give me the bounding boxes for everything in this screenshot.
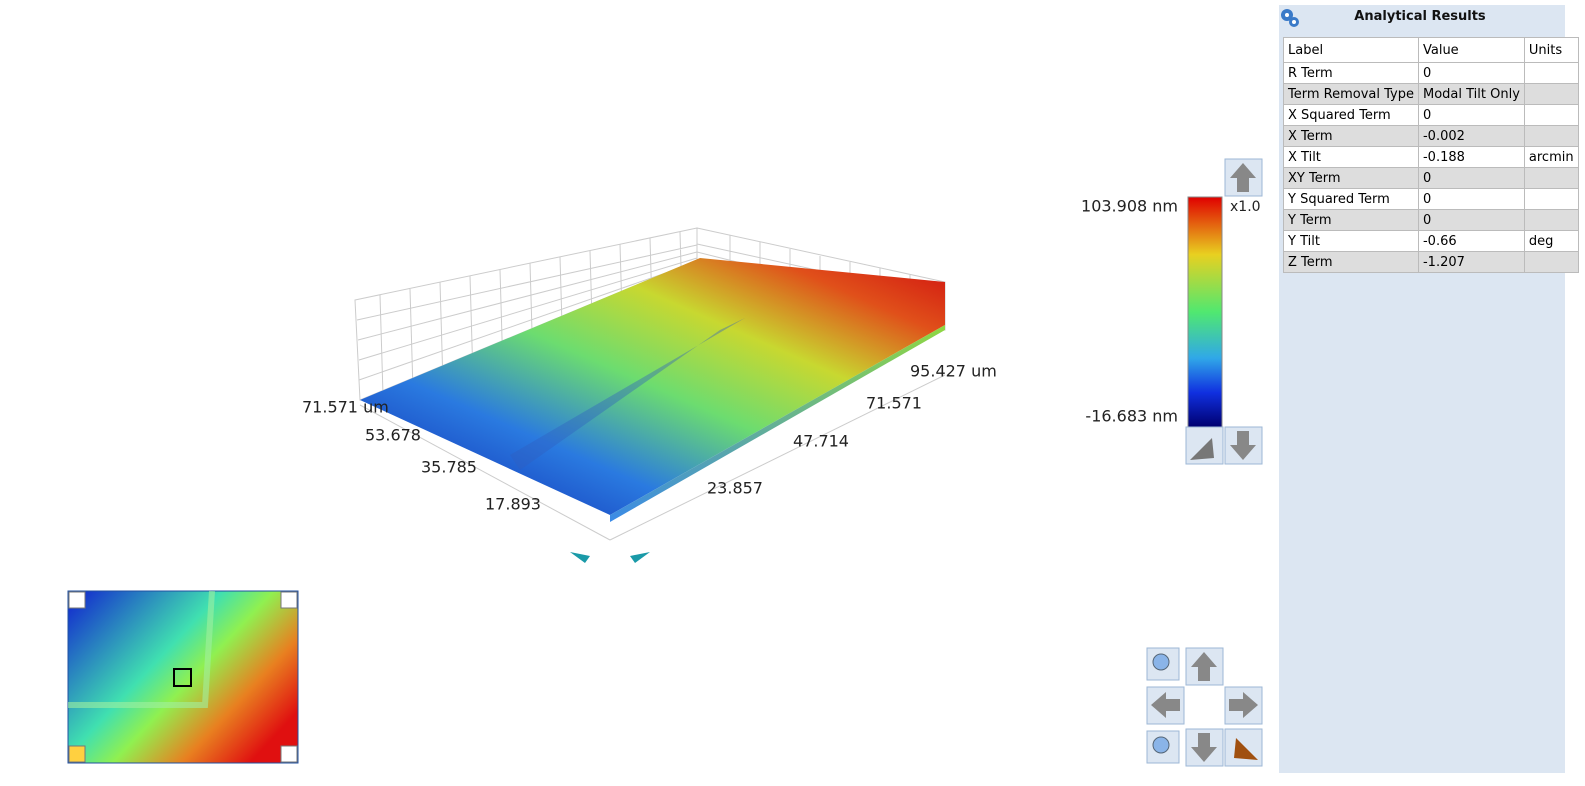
result-row: X Term -0.002 — [1283, 125, 1579, 147]
colorbar-scale: x1.0 — [1230, 199, 1261, 215]
cell — [1523, 188, 1579, 210]
cell: 0 — [1417, 104, 1525, 126]
cell — [1523, 83, 1579, 105]
result-row: X Tilt -0.188 arcmin — [1283, 146, 1579, 168]
minimap[interactable] — [67, 590, 299, 764]
column-header: Units — [1523, 37, 1579, 63]
colorbar-min: -16.683 nm — [1085, 407, 1178, 426]
results-panel: Analytical Results Label Value Units R Term… — [1279, 5, 1579, 773]
result-row: Z Term -1.207 — [1283, 251, 1579, 273]
cell — [1523, 167, 1579, 189]
cell: Y Squared Term — [1283, 188, 1419, 210]
result-row: R Term 0 — [1283, 62, 1579, 84]
surface — [360, 258, 945, 515]
nav-buttons[interactable] — [1146, 647, 1263, 767]
column-header: Label — [1283, 37, 1419, 63]
cell: Z Term — [1283, 251, 1419, 273]
light-icons[interactable] — [68, 591, 298, 763]
axis-label: 53.678 — [365, 426, 421, 445]
settings-button[interactable] — [1279, 7, 1301, 29]
cell: X Squared Term — [1283, 104, 1419, 126]
cell: 0 — [1417, 167, 1525, 189]
colorbar-buttons[interactable] — [1185, 158, 1263, 465]
colorbar — [1187, 196, 1223, 428]
rotate-handle[interactable] — [570, 552, 590, 563]
cell: Y Term — [1283, 209, 1419, 231]
rotate-handle[interactable] — [630, 552, 650, 563]
results-table: Label Value Units R Term 0 Term Removal Type M… — [1283, 37, 1579, 273]
result-row: XY Term 0 — [1283, 167, 1579, 189]
axis-label: 71.571 um — [302, 398, 389, 417]
result-row: Y Term 0 — [1283, 209, 1579, 231]
cell: -0.002 — [1417, 125, 1525, 147]
axis-label: 47.714 — [793, 432, 849, 451]
cell: X Term — [1283, 125, 1419, 147]
cell: -0.188 — [1417, 146, 1525, 168]
result-row: Y Tilt -0.66 deg — [1283, 230, 1579, 252]
axis-label: 17.893 — [485, 495, 541, 514]
cell — [1523, 125, 1579, 147]
cell: -1.207 — [1417, 251, 1525, 273]
cell: deg — [1523, 230, 1579, 252]
step-shadow — [510, 318, 745, 470]
result-row: Y Squared Term 0 — [1283, 188, 1579, 210]
cell — [1523, 62, 1579, 84]
axis-lines — [359, 374, 946, 541]
cell: Modal Tilt Only — [1417, 83, 1525, 105]
cell — [1523, 209, 1579, 231]
result-row: X Squared Term 0 — [1283, 104, 1579, 126]
cell: arcmin — [1523, 146, 1579, 168]
cell: XY Term — [1283, 167, 1419, 189]
result-row: Term Removal Type Modal Tilt Only — [1283, 83, 1579, 105]
minimap-step — [68, 590, 215, 708]
cell: Term Removal Type — [1283, 83, 1419, 105]
axis-label: 23.857 — [707, 479, 763, 498]
surface-side — [610, 325, 945, 522]
cell — [1523, 104, 1579, 126]
axis-label: 35.785 — [421, 458, 477, 477]
cell: 0 — [1417, 62, 1525, 84]
colorbar-max: 103.908 nm — [1081, 197, 1178, 216]
column-header: Value — [1417, 37, 1525, 63]
minimap-cursor[interactable] — [173, 668, 192, 687]
cell: R Term — [1283, 62, 1419, 84]
cell: 0 — [1417, 209, 1525, 231]
axis-label: 95.427 um — [910, 362, 997, 381]
cell: -0.66 — [1417, 230, 1525, 252]
cell: X Tilt — [1283, 146, 1419, 168]
panel-title: Analytical Results — [1354, 9, 1486, 24]
axis-label: 71.571 — [866, 394, 922, 413]
cell — [1523, 251, 1579, 273]
cell: Y Tilt — [1283, 230, 1419, 252]
cell: 0 — [1417, 188, 1525, 210]
